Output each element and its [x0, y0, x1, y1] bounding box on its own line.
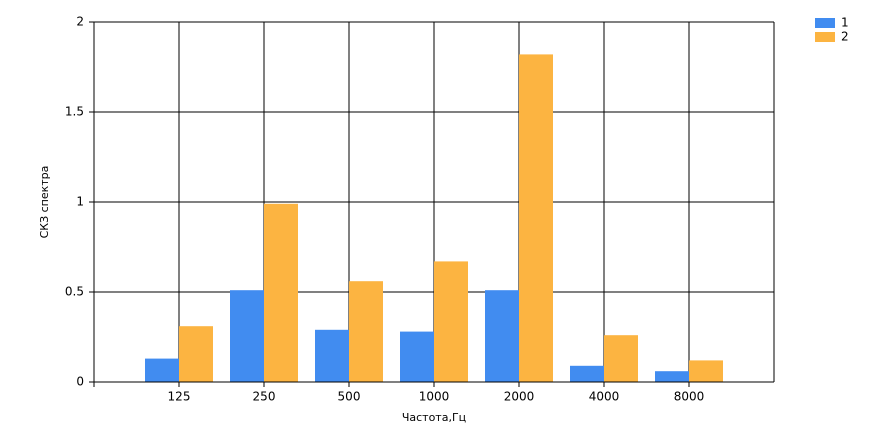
bar	[434, 261, 468, 382]
x-tick-label: 250	[253, 390, 276, 404]
bar	[689, 360, 723, 382]
bar	[315, 329, 349, 382]
bar	[485, 290, 519, 382]
y-tick-label: 0	[76, 375, 84, 389]
y-tick-label: 1.5	[65, 105, 84, 119]
bar	[570, 365, 604, 382]
x-tick-label: 2000	[504, 390, 535, 404]
y-tick-label: 2	[76, 15, 84, 29]
legend-label: 2	[841, 30, 849, 44]
bar	[264, 203, 298, 382]
y-axis-title: СКЗ спектра	[38, 166, 51, 239]
bar	[145, 358, 179, 382]
bar	[230, 290, 264, 382]
legend-swatch	[815, 18, 835, 28]
bar	[349, 281, 383, 382]
x-tick-label: 8000	[674, 390, 705, 404]
x-tick-label: 1000	[419, 390, 450, 404]
x-tick-label: 125	[168, 390, 191, 404]
legend-swatch	[815, 32, 835, 42]
x-tick-label: 500	[338, 390, 361, 404]
bar	[519, 54, 553, 383]
x-tick-label: 4000	[589, 390, 620, 404]
y-tick-label: 0.5	[65, 285, 84, 299]
bar	[655, 371, 689, 382]
x-axis-title: Частота,Гц	[402, 411, 466, 424]
legend-label: 1	[841, 16, 849, 30]
y-tick-label: 1	[76, 195, 84, 209]
bar	[179, 326, 213, 382]
bar	[604, 335, 638, 382]
bar	[400, 331, 434, 382]
